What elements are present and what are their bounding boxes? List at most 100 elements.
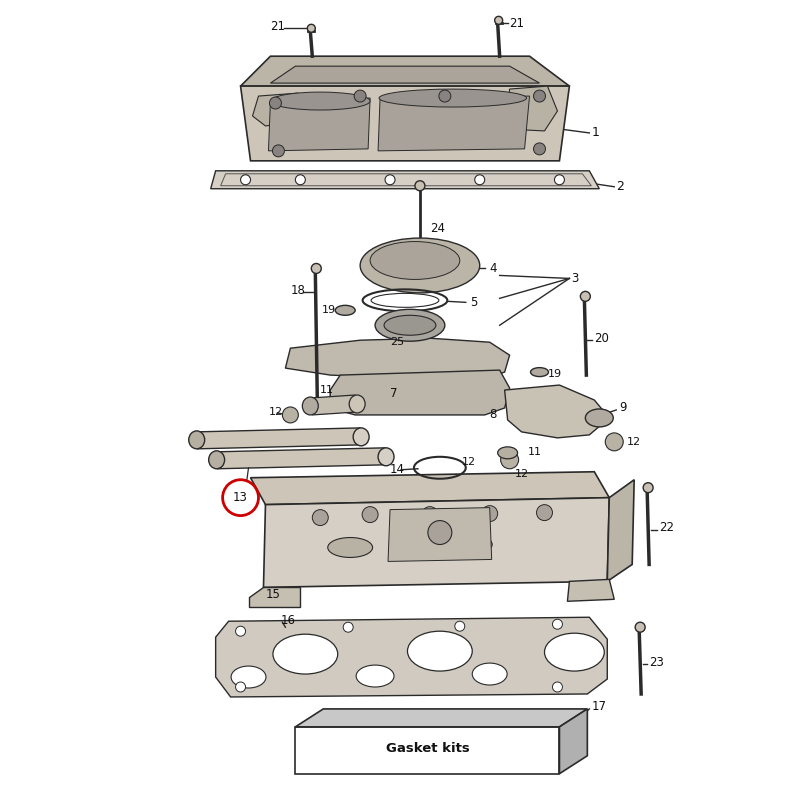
Text: 7: 7 xyxy=(390,386,398,399)
Text: 14: 14 xyxy=(390,463,405,476)
Circle shape xyxy=(474,174,485,185)
Ellipse shape xyxy=(349,395,365,413)
Text: 13: 13 xyxy=(233,491,248,504)
Polygon shape xyxy=(378,96,530,151)
Circle shape xyxy=(385,174,395,185)
Text: 1: 1 xyxy=(591,126,599,139)
Polygon shape xyxy=(295,727,559,774)
Circle shape xyxy=(362,506,378,522)
Ellipse shape xyxy=(530,368,549,377)
Circle shape xyxy=(307,24,315,32)
Text: 15: 15 xyxy=(266,588,280,601)
Ellipse shape xyxy=(545,633,604,671)
Circle shape xyxy=(455,622,465,631)
Polygon shape xyxy=(559,709,587,774)
Ellipse shape xyxy=(360,238,480,293)
Ellipse shape xyxy=(328,538,373,558)
Ellipse shape xyxy=(189,431,205,449)
Circle shape xyxy=(553,619,562,630)
Polygon shape xyxy=(216,448,387,469)
Circle shape xyxy=(282,407,298,423)
Ellipse shape xyxy=(231,666,266,688)
Polygon shape xyxy=(270,66,539,83)
Polygon shape xyxy=(310,395,357,415)
Circle shape xyxy=(635,622,645,632)
Text: 12: 12 xyxy=(627,437,642,447)
Text: 4: 4 xyxy=(490,262,497,275)
Polygon shape xyxy=(263,498,610,587)
Circle shape xyxy=(222,480,258,515)
Text: 21: 21 xyxy=(510,17,525,30)
Ellipse shape xyxy=(586,409,614,427)
Text: 12: 12 xyxy=(462,457,476,466)
Polygon shape xyxy=(253,93,300,126)
Text: 18: 18 xyxy=(290,284,306,297)
Ellipse shape xyxy=(335,306,355,315)
Circle shape xyxy=(553,682,562,692)
Circle shape xyxy=(241,174,250,185)
Ellipse shape xyxy=(498,447,518,458)
Ellipse shape xyxy=(447,534,492,554)
Polygon shape xyxy=(505,385,610,438)
Ellipse shape xyxy=(370,242,460,279)
Ellipse shape xyxy=(378,448,394,466)
Text: 19: 19 xyxy=(547,369,562,379)
Ellipse shape xyxy=(209,451,225,469)
Polygon shape xyxy=(249,587,300,607)
Polygon shape xyxy=(505,86,558,131)
Polygon shape xyxy=(210,170,599,189)
Circle shape xyxy=(643,482,653,493)
Circle shape xyxy=(606,433,623,451)
Ellipse shape xyxy=(375,310,445,342)
Polygon shape xyxy=(250,472,610,505)
Ellipse shape xyxy=(273,634,338,674)
Polygon shape xyxy=(269,98,370,151)
Text: 22: 22 xyxy=(659,521,674,534)
Text: 11: 11 xyxy=(320,385,334,395)
Circle shape xyxy=(534,90,546,102)
Circle shape xyxy=(354,90,366,102)
Circle shape xyxy=(235,682,246,692)
Ellipse shape xyxy=(270,92,370,110)
Text: 24: 24 xyxy=(430,222,445,235)
Polygon shape xyxy=(388,508,492,562)
Circle shape xyxy=(273,145,285,157)
Ellipse shape xyxy=(302,397,318,415)
Ellipse shape xyxy=(356,665,394,687)
Circle shape xyxy=(534,143,546,155)
Circle shape xyxy=(482,506,498,522)
Text: 21: 21 xyxy=(270,20,286,33)
Text: 5: 5 xyxy=(470,296,477,309)
Polygon shape xyxy=(216,618,607,697)
Text: 2: 2 xyxy=(616,180,624,194)
Ellipse shape xyxy=(472,663,507,685)
Circle shape xyxy=(311,263,322,274)
Text: 12: 12 xyxy=(269,407,282,417)
Circle shape xyxy=(270,97,282,109)
Circle shape xyxy=(580,291,590,302)
Circle shape xyxy=(415,181,425,190)
Text: 20: 20 xyxy=(594,332,609,345)
Text: 17: 17 xyxy=(591,701,606,714)
Text: 9: 9 xyxy=(619,402,626,414)
Polygon shape xyxy=(567,579,614,602)
Circle shape xyxy=(439,90,451,102)
Polygon shape xyxy=(241,56,570,86)
Polygon shape xyxy=(196,428,362,449)
Text: 11: 11 xyxy=(527,447,542,457)
Polygon shape xyxy=(295,709,587,727)
Polygon shape xyxy=(241,86,570,161)
Circle shape xyxy=(428,521,452,545)
Text: 12: 12 xyxy=(514,469,529,478)
Circle shape xyxy=(537,505,553,521)
Circle shape xyxy=(295,174,306,185)
Circle shape xyxy=(343,622,353,632)
Polygon shape xyxy=(330,370,510,415)
Text: 25: 25 xyxy=(390,338,404,347)
Circle shape xyxy=(312,510,328,526)
Circle shape xyxy=(494,16,502,24)
Circle shape xyxy=(422,506,438,522)
Text: 23: 23 xyxy=(649,655,664,669)
Text: 16: 16 xyxy=(281,614,295,626)
Circle shape xyxy=(235,626,246,636)
